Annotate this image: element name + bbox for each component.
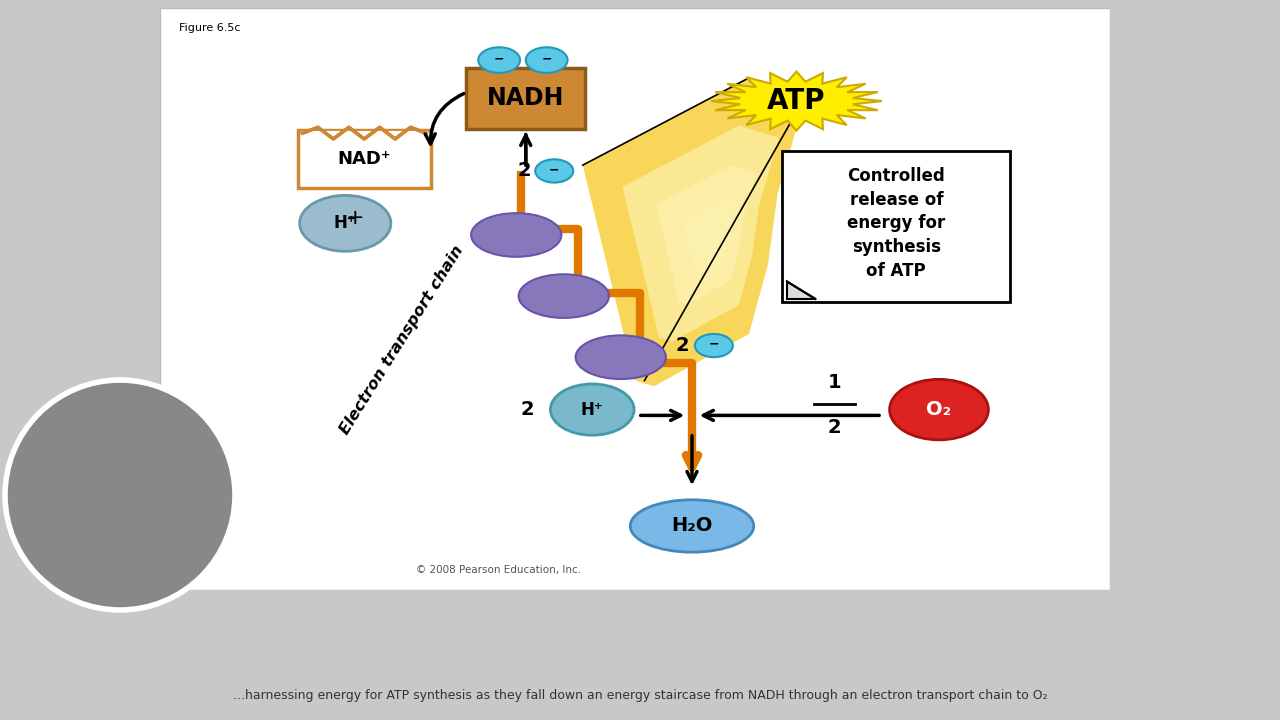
Text: Controlled
release of
energy for
synthesis
of ATP: Controlled release of energy for synthes…: [847, 167, 946, 279]
Text: −: −: [494, 53, 504, 66]
Circle shape: [890, 379, 988, 440]
Ellipse shape: [471, 213, 562, 257]
Circle shape: [526, 48, 567, 73]
Polygon shape: [655, 166, 756, 305]
Circle shape: [5, 380, 236, 610]
Text: 1: 1: [828, 373, 841, 392]
Text: O₂: O₂: [927, 400, 951, 419]
Text: Figure 6.5c: Figure 6.5c: [179, 22, 241, 32]
Text: H⁺: H⁺: [581, 400, 604, 418]
Text: 2: 2: [521, 400, 535, 419]
Circle shape: [300, 195, 390, 251]
Text: +: +: [346, 207, 364, 228]
Ellipse shape: [576, 336, 666, 379]
Text: −: −: [709, 338, 719, 351]
Ellipse shape: [518, 274, 609, 318]
Text: −: −: [549, 163, 559, 176]
Text: NADH: NADH: [488, 86, 564, 110]
Polygon shape: [582, 78, 806, 387]
Polygon shape: [622, 125, 778, 341]
Text: −: −: [541, 53, 552, 66]
Text: ...harnessing energy for ATP synthesis as they fall down an energy staircase fro: ...harnessing energy for ATP synthesis a…: [233, 689, 1047, 702]
Text: H₂O: H₂O: [671, 516, 713, 536]
Text: 2: 2: [828, 418, 841, 437]
Text: Electron transport chain: Electron transport chain: [338, 243, 467, 437]
FancyBboxPatch shape: [160, 8, 1110, 590]
FancyBboxPatch shape: [298, 130, 431, 189]
Text: ATP: ATP: [767, 87, 826, 115]
Text: H⁺: H⁺: [334, 215, 357, 233]
FancyBboxPatch shape: [466, 68, 585, 129]
Text: 2: 2: [676, 336, 690, 355]
Circle shape: [535, 159, 573, 183]
Polygon shape: [710, 71, 882, 130]
Text: 2: 2: [517, 161, 531, 181]
Circle shape: [479, 48, 520, 73]
Polygon shape: [787, 282, 815, 299]
Text: NAD⁺: NAD⁺: [338, 150, 390, 168]
Circle shape: [695, 334, 733, 357]
FancyBboxPatch shape: [782, 150, 1010, 302]
Polygon shape: [682, 197, 737, 274]
Circle shape: [550, 384, 634, 435]
Text: © 2008 Pearson Education, Inc.: © 2008 Pearson Education, Inc.: [416, 565, 581, 575]
Ellipse shape: [630, 500, 754, 552]
